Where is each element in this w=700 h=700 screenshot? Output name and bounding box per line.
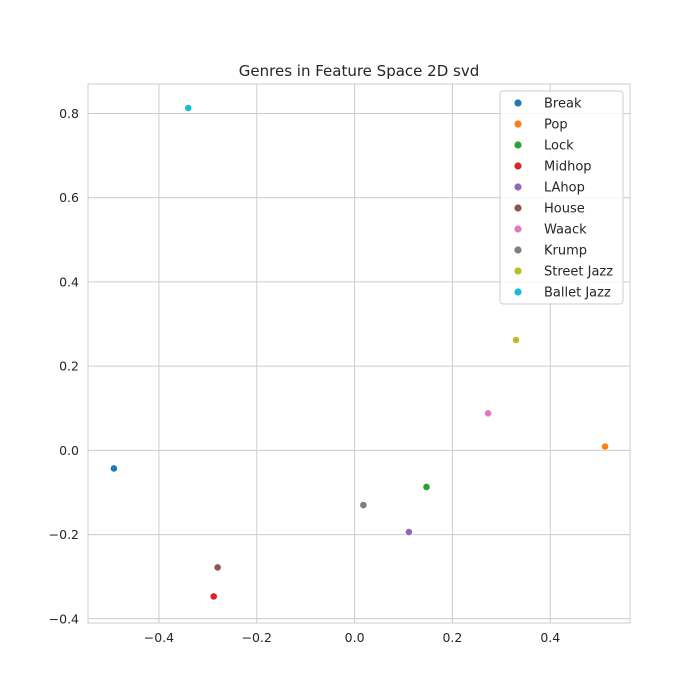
legend-label: LAhop: [544, 181, 585, 196]
legend-label: Break: [544, 97, 582, 112]
y-tick-label: 0.0: [59, 443, 79, 458]
y-axis-ticks: −0.4 −0.2 0.0 0.2 0.4 0.6 0.8: [49, 106, 79, 626]
x-axis-ticks: −0.4 −0.2 0.0 0.2 0.4: [144, 630, 560, 645]
data-point-lock: [422, 483, 431, 491]
legend-marker: [514, 288, 522, 296]
data-point-pop: [601, 442, 609, 451]
legend-label: Krump: [544, 244, 587, 259]
legend-marker: [514, 99, 522, 107]
legend-label: Lock: [544, 139, 574, 154]
data-point-break: [110, 464, 118, 473]
plot-area-frame: [87, 83, 631, 624]
legend-marker: [514, 120, 522, 128]
legend-marker: [514, 267, 522, 275]
legend: Break Pop Lock Midhop LAhop House Waack Krump St…: [499, 90, 624, 305]
data-point-midhop: [209, 592, 218, 601]
legend-label: Street Jazz: [544, 265, 613, 280]
legend-label: Waack: [544, 223, 587, 238]
x-tick-label: 0.0: [345, 630, 365, 645]
y-tick-label: 0.8: [59, 106, 79, 121]
legend-label: Pop: [544, 118, 568, 133]
data-point-ballet-jazz: [184, 104, 193, 112]
y-tick-label: −0.4: [49, 611, 79, 626]
legend-label: Ballet Jazz: [544, 286, 611, 301]
y-tick-label: −0.2: [49, 527, 79, 542]
data-point-krump: [359, 501, 368, 509]
legend-marker: [514, 141, 522, 149]
x-tick-label: −0.2: [242, 630, 272, 645]
y-tick-label: 0.2: [59, 359, 79, 374]
legend-marker: [514, 162, 522, 170]
y-tick-label: 0.6: [59, 190, 79, 205]
x-tick-label: −0.4: [144, 630, 174, 645]
data-point-waack: [484, 409, 493, 418]
x-tick-label: 0.2: [442, 630, 462, 645]
data-point-house: [213, 563, 222, 572]
data-point-lahop: [404, 528, 413, 536]
legend-marker: [514, 225, 522, 233]
y-tick-label: 0.4: [59, 274, 79, 289]
legend-box: [499, 90, 624, 305]
x-tick-label: 0.4: [540, 630, 560, 645]
chart-title: Genres in Feature Space 2D svd: [239, 62, 479, 80]
data-point-street-jazz: [512, 336, 520, 344]
data-points: [110, 104, 609, 601]
legend-marker: [514, 204, 522, 212]
legend-label: Midhop: [544, 160, 592, 175]
legend-marker: [514, 183, 522, 191]
legend-label: House: [544, 202, 585, 217]
legend-marker: [514, 246, 522, 254]
